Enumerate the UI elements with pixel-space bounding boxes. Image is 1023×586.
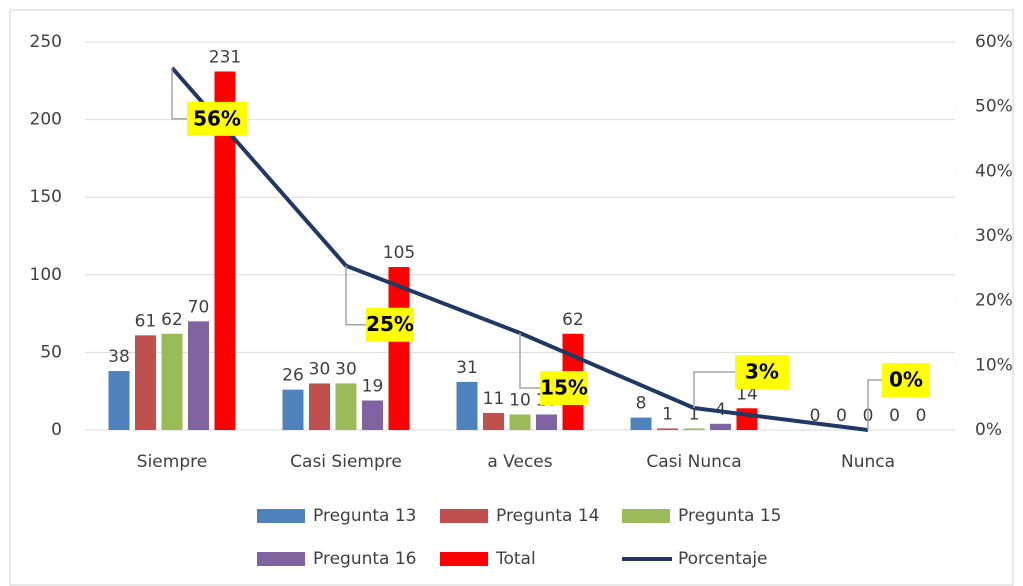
bar [214,71,236,430]
x-tick-label: Casi Siempre [290,452,402,472]
y2-tick-label: 0% [975,420,1002,440]
bar [736,408,758,430]
legend-label: Pregunta 13 [313,506,417,526]
data-label: 30 [309,359,331,379]
bar [483,412,504,430]
bar [657,428,678,430]
data-label: 38 [108,347,130,367]
data-label: 26 [282,366,304,386]
leader-line [693,371,735,409]
chart-frame [9,9,1014,586]
data-label: 105 [383,243,415,263]
bar [456,381,478,430]
y-tick-label: 50 [40,342,62,362]
label-box [187,101,247,136]
legend-label: Pregunta 14 [496,506,600,526]
data-label: 14 [736,384,758,404]
legend-label: Pregunta 16 [313,549,417,569]
bar [335,383,357,430]
percent-label: 15% [540,376,588,400]
data-label: 0 [889,406,900,426]
label-box [735,355,789,390]
percent-label: 25% [366,312,414,336]
bar [188,321,209,430]
legend-swatch [257,552,305,566]
leader-line [345,265,366,326]
data-label: 70 [188,297,210,317]
x-tick-label: Nunca [841,452,895,472]
data-label: 0 [810,406,821,426]
legend-swatch [440,552,488,566]
legend-swatch [622,509,670,523]
percent-label: 0% [889,368,923,392]
leader-line [867,379,882,430]
x-tick-label: Casi Nunca [646,452,741,472]
y2-tick-label: 40% [975,161,1013,181]
x-tick-label: Siempre [137,452,207,472]
legend-label: Pregunta 15 [678,506,782,526]
bar [362,400,383,430]
leader-line [171,67,187,120]
bar [509,414,531,430]
y-tick-label: 250 [30,32,62,52]
y2-tick-label: 10% [975,355,1013,375]
data-label: 31 [456,358,478,378]
bar [309,383,330,430]
bar [710,423,731,430]
bar [161,333,183,430]
data-label: 0 [916,406,927,426]
data-label: 10 [509,390,531,410]
label-box [366,307,414,342]
legend-label: Total [495,549,536,569]
y-tick-label: 0 [51,420,62,440]
data-label: 19 [362,377,384,397]
bar [135,335,156,430]
legend-swatch [257,509,305,523]
y-tick-label: 150 [30,187,62,207]
legend-label: Porcentaje [678,549,768,569]
data-label: 231 [209,47,241,67]
label-box [540,371,588,405]
data-label: 62 [161,310,183,330]
leader-line [519,333,540,389]
y-tick-label: 200 [30,110,62,130]
y2-tick-label: 20% [975,291,1013,311]
data-label: 1 [662,404,673,424]
percent-label: 3% [745,360,779,384]
data-label: 0 [836,406,847,426]
label-box [882,363,930,397]
legend-swatch [440,509,488,523]
data-label: 62 [562,310,584,330]
y2-tick-label: 60% [975,32,1013,52]
data-label: 11 [483,389,505,409]
data-label: 61 [135,311,157,331]
x-tick-label: a Veces [487,452,552,472]
y-tick-label: 100 [30,265,62,285]
data-label: 8 [636,394,647,414]
data-label: 30 [335,359,357,379]
y2-tick-label: 50% [975,97,1013,117]
bar [388,267,410,430]
y2-tick-label: 30% [975,226,1013,246]
data-label: 1 [689,404,700,424]
bar [630,417,652,430]
bar [108,371,130,430]
percent-label: 56% [193,106,241,130]
bar [536,414,557,430]
bar [683,428,705,430]
bar [282,389,304,430]
